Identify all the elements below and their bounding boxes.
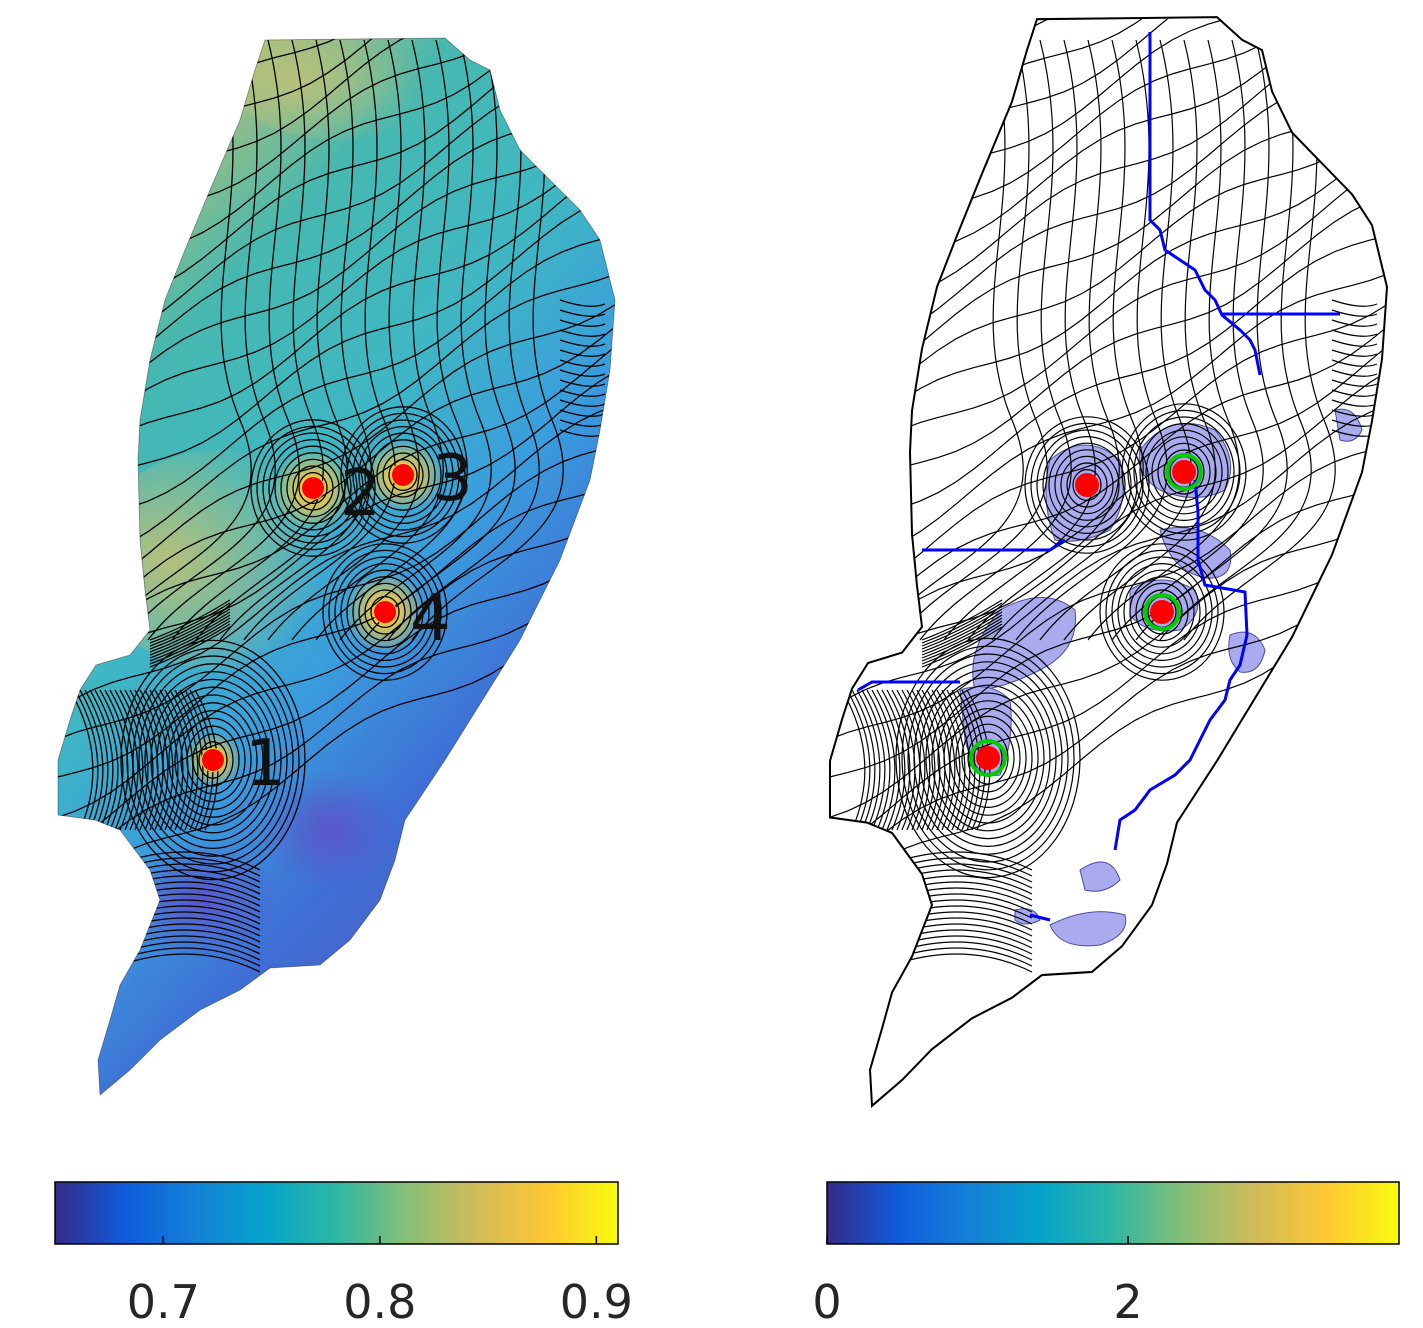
well-marker: [1172, 460, 1196, 484]
well-marker: [1150, 600, 1174, 624]
well-label: 1: [245, 727, 286, 801]
left-colorbar-gradient: [54, 1181, 619, 1245]
front-ring: [1165, 453, 1203, 491]
colorbar-tick-label: 0.8: [343, 1275, 416, 1328]
colorbar-tick-label: 0.7: [127, 1275, 200, 1328]
well-marker: [392, 464, 414, 486]
front-ring: [1143, 593, 1181, 631]
left-wells: 1 2 3 4: [201, 442, 473, 801]
well-marker: [1075, 473, 1099, 497]
right-wells: [969, 453, 1203, 777]
well-marker: [374, 601, 396, 623]
well-marker: [976, 746, 1000, 770]
well-marker: [302, 477, 324, 499]
front-ring: [969, 739, 1007, 777]
left-map: 1 2 3 4: [57, 37, 616, 1096]
right-boundary-lines: [857, 32, 1340, 922]
well-marker: [202, 749, 224, 771]
colorbar-tick-label: 0.9: [560, 1275, 633, 1328]
colorbar-tick-label: 2: [1113, 1275, 1142, 1328]
right-colorbar-gradient: [826, 1181, 1400, 1245]
left-colorbar: 0.7 0.8 0.9: [54, 1181, 633, 1328]
colorbar-tick-label: 0: [812, 1275, 841, 1328]
well-label: 2: [340, 457, 381, 531]
well-label: 3: [432, 442, 473, 516]
right-outline: [828, 16, 1389, 1107]
well-label: 4: [410, 582, 451, 656]
right-map: [828, 16, 1389, 1107]
